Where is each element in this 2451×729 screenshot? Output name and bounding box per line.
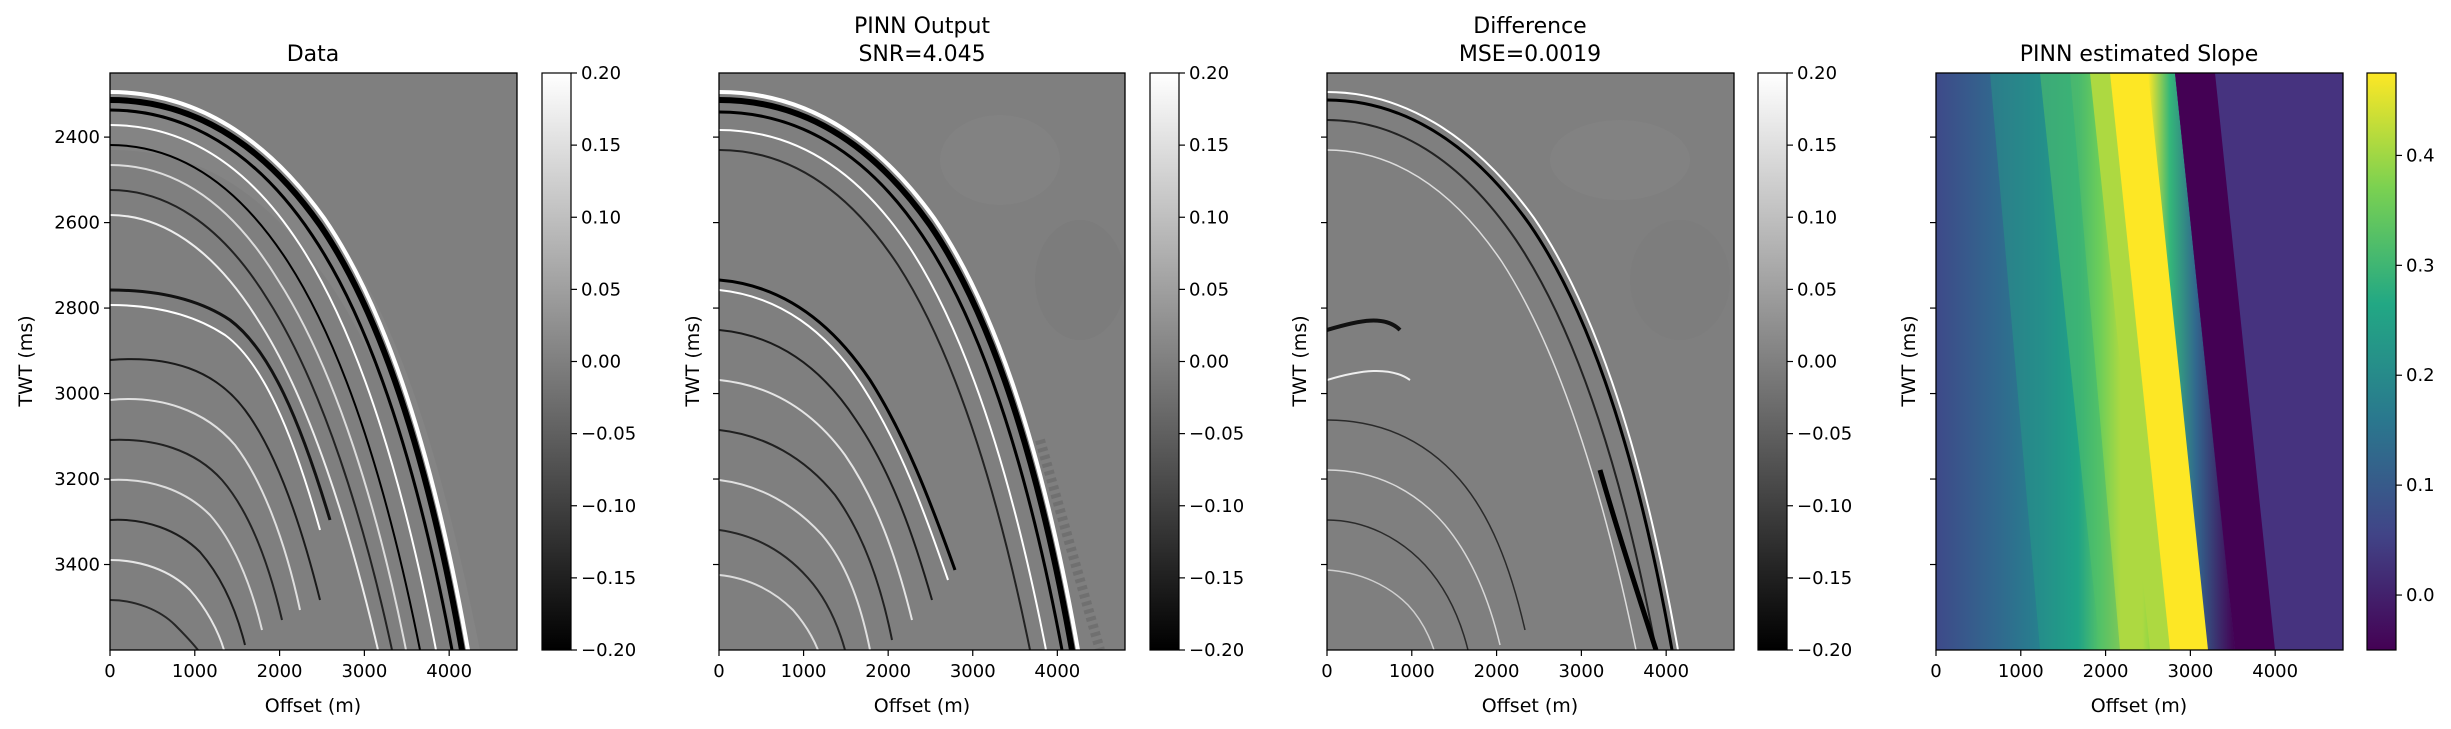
- panel-data: Data 0 1000 2000 3000 4000 2400 2600 2800 3000 3…: [15, 42, 636, 717]
- colorbar-tick-label: −0.10: [1797, 496, 1852, 517]
- x-tick-label: 1000: [781, 661, 827, 682]
- colorbar-tick-label: −0.20: [581, 640, 636, 661]
- x-tick-label: 0: [1321, 661, 1332, 682]
- colorbar-tick-label: −0.10: [581, 496, 636, 517]
- colorbar-tick-label: 0.05: [1189, 279, 1229, 300]
- colorbar-ticks: 0.4 0.3 0.2 0.1 0.0: [2396, 145, 2435, 606]
- x-axis-label: Offset (m): [874, 695, 970, 717]
- seismic-image: [110, 73, 517, 650]
- x-tick-label: 0: [104, 661, 115, 682]
- panel-subtitle: MSE=0.0019: [1459, 42, 1601, 67]
- colorbar-tick-label: 0.15: [581, 135, 621, 156]
- colorbar-ticks: 0.20 0.15 0.10 0.05 0.00 −0.05 −0.10 −0.15 −0.20: [1787, 63, 1852, 661]
- colorbar-tick-label: 0.20: [1189, 63, 1229, 84]
- colorbar: [1149, 72, 1180, 651]
- colorbar-tick-label: 0.10: [581, 207, 621, 228]
- seismic-image: [1327, 73, 1734, 650]
- colorbar-tick-label: 0.2: [2406, 365, 2435, 386]
- x-tick-label: 3000: [1558, 661, 1604, 682]
- colorbar-tick-label: −0.10: [1189, 496, 1244, 517]
- y-axis-ticks: [1930, 136, 1936, 566]
- colorbar-tick-label: −0.20: [1797, 640, 1852, 661]
- panel-title: PINN Output: [854, 14, 990, 39]
- colorbar-tick-label: 0.3: [2406, 255, 2435, 276]
- colorbar-tick-label: 0.10: [1189, 207, 1229, 228]
- x-tick-label: 4000: [2252, 661, 2298, 682]
- panel-title: Difference: [1473, 14, 1586, 39]
- colorbar-tick-label: 0.20: [581, 63, 621, 84]
- panel-title: Data: [287, 42, 340, 67]
- x-tick-label: 0: [713, 661, 724, 682]
- panel-slope: PINN estimated Slope 0 1000 2000 3000 4000 O…: [1898, 42, 2435, 717]
- x-axis-ticks: 0 1000 2000 3000 4000: [104, 650, 472, 682]
- panel-title: PINN estimated Slope: [2020, 42, 2258, 67]
- x-tick-label: 3000: [2167, 661, 2213, 682]
- colorbar-tick-label: 0.15: [1189, 135, 1229, 156]
- colorbar-tick-label: 0.4: [2406, 145, 2435, 166]
- panel-pinn-output: PINN Output SNR=4.045 0 1000 2000 3000 4000 …: [682, 14, 1244, 717]
- seismic-image: [719, 73, 1125, 650]
- panel-difference: Difference MSE=0.0019 0 1000 2000 3000 4000 …: [1289, 14, 1852, 717]
- x-axis-ticks: 0 1000 2000 3000 4000: [1930, 650, 2298, 682]
- colorbar-tick-label: −0.05: [1797, 424, 1852, 445]
- x-tick-label: 1000: [1998, 661, 2044, 682]
- x-tick-label: 4000: [426, 661, 472, 682]
- x-axis-ticks: 0 1000 2000 3000 4000: [1321, 650, 1689, 682]
- y-tick-label: 3200: [54, 469, 100, 490]
- colorbar-tick-label: −0.15: [581, 568, 636, 589]
- colorbar-tick-label: −0.15: [1189, 568, 1244, 589]
- x-tick-label: 4000: [1034, 661, 1080, 682]
- colorbar-tick-label: −0.05: [1189, 424, 1244, 445]
- x-tick-label: 2000: [1474, 661, 1520, 682]
- x-tick-label: 2000: [257, 661, 303, 682]
- colorbar-tick-label: 0.1: [2406, 475, 2435, 496]
- y-axis-label: TWT (ms): [1289, 315, 1311, 407]
- colorbar-tick-label: 0.10: [1797, 207, 1837, 228]
- y-axis-label: TWT (ms): [682, 315, 704, 407]
- x-axis-ticks: 0 1000 2000 3000 4000: [713, 650, 1080, 682]
- y-axis-label: TWT (ms): [15, 315, 37, 407]
- colorbar-tick-label: −0.05: [581, 424, 636, 445]
- colorbar: [1757, 72, 1788, 651]
- colorbar-tick-label: 0.20: [1797, 63, 1837, 84]
- y-tick-label: 3400: [54, 555, 100, 576]
- x-tick-label: 1000: [172, 661, 218, 682]
- y-axis-ticks: [1321, 136, 1327, 566]
- colorbar-tick-label: −0.15: [1797, 568, 1852, 589]
- y-tick-label: 2600: [54, 213, 100, 234]
- colorbar-tick-label: 0.0: [2406, 585, 2435, 606]
- x-axis-label: Offset (m): [265, 695, 361, 717]
- colorbar-ticks: 0.20 0.15 0.10 0.05 0.00 −0.05 −0.10 −0.15 −0.20: [571, 63, 636, 661]
- colorbar-tick-label: 0.00: [1797, 352, 1837, 373]
- colorbar: [2366, 72, 2397, 651]
- x-tick-label: 1000: [1389, 661, 1435, 682]
- colorbar-tick-label: 0.15: [1797, 135, 1837, 156]
- y-tick-label: 3000: [54, 384, 100, 405]
- colorbar: [541, 72, 572, 651]
- y-axis-label: TWT (ms): [1898, 315, 1920, 407]
- colorbar-tick-label: 0.00: [1189, 352, 1229, 373]
- colorbar-ticks: 0.20 0.15 0.10 0.05 0.00 −0.05 −0.10 −0.15 −0.20: [1179, 63, 1244, 661]
- colorbar-tick-label: 0.05: [1797, 279, 1837, 300]
- x-axis-label: Offset (m): [1482, 695, 1578, 717]
- x-tick-label: 0: [1930, 661, 1941, 682]
- colorbar-tick-label: 0.00: [581, 352, 621, 373]
- x-tick-label: 3000: [341, 661, 387, 682]
- x-tick-label: 2000: [2083, 661, 2129, 682]
- panel-subtitle: SNR=4.045: [858, 42, 985, 67]
- x-axis-label: Offset (m): [2091, 695, 2187, 717]
- colorbar-tick-label: 0.05: [581, 279, 621, 300]
- y-tick-label: 2800: [54, 298, 100, 319]
- colorbar-tick-label: −0.20: [1189, 640, 1244, 661]
- y-axis-ticks: [713, 136, 719, 566]
- y-axis-ticks: 2400 2600 2800 3000 3200 3400: [54, 127, 110, 576]
- x-tick-label: 3000: [950, 661, 996, 682]
- slope-image: [1936, 73, 2343, 650]
- x-tick-label: 4000: [1643, 661, 1689, 682]
- x-tick-label: 2000: [865, 661, 911, 682]
- y-tick-label: 2400: [54, 127, 100, 148]
